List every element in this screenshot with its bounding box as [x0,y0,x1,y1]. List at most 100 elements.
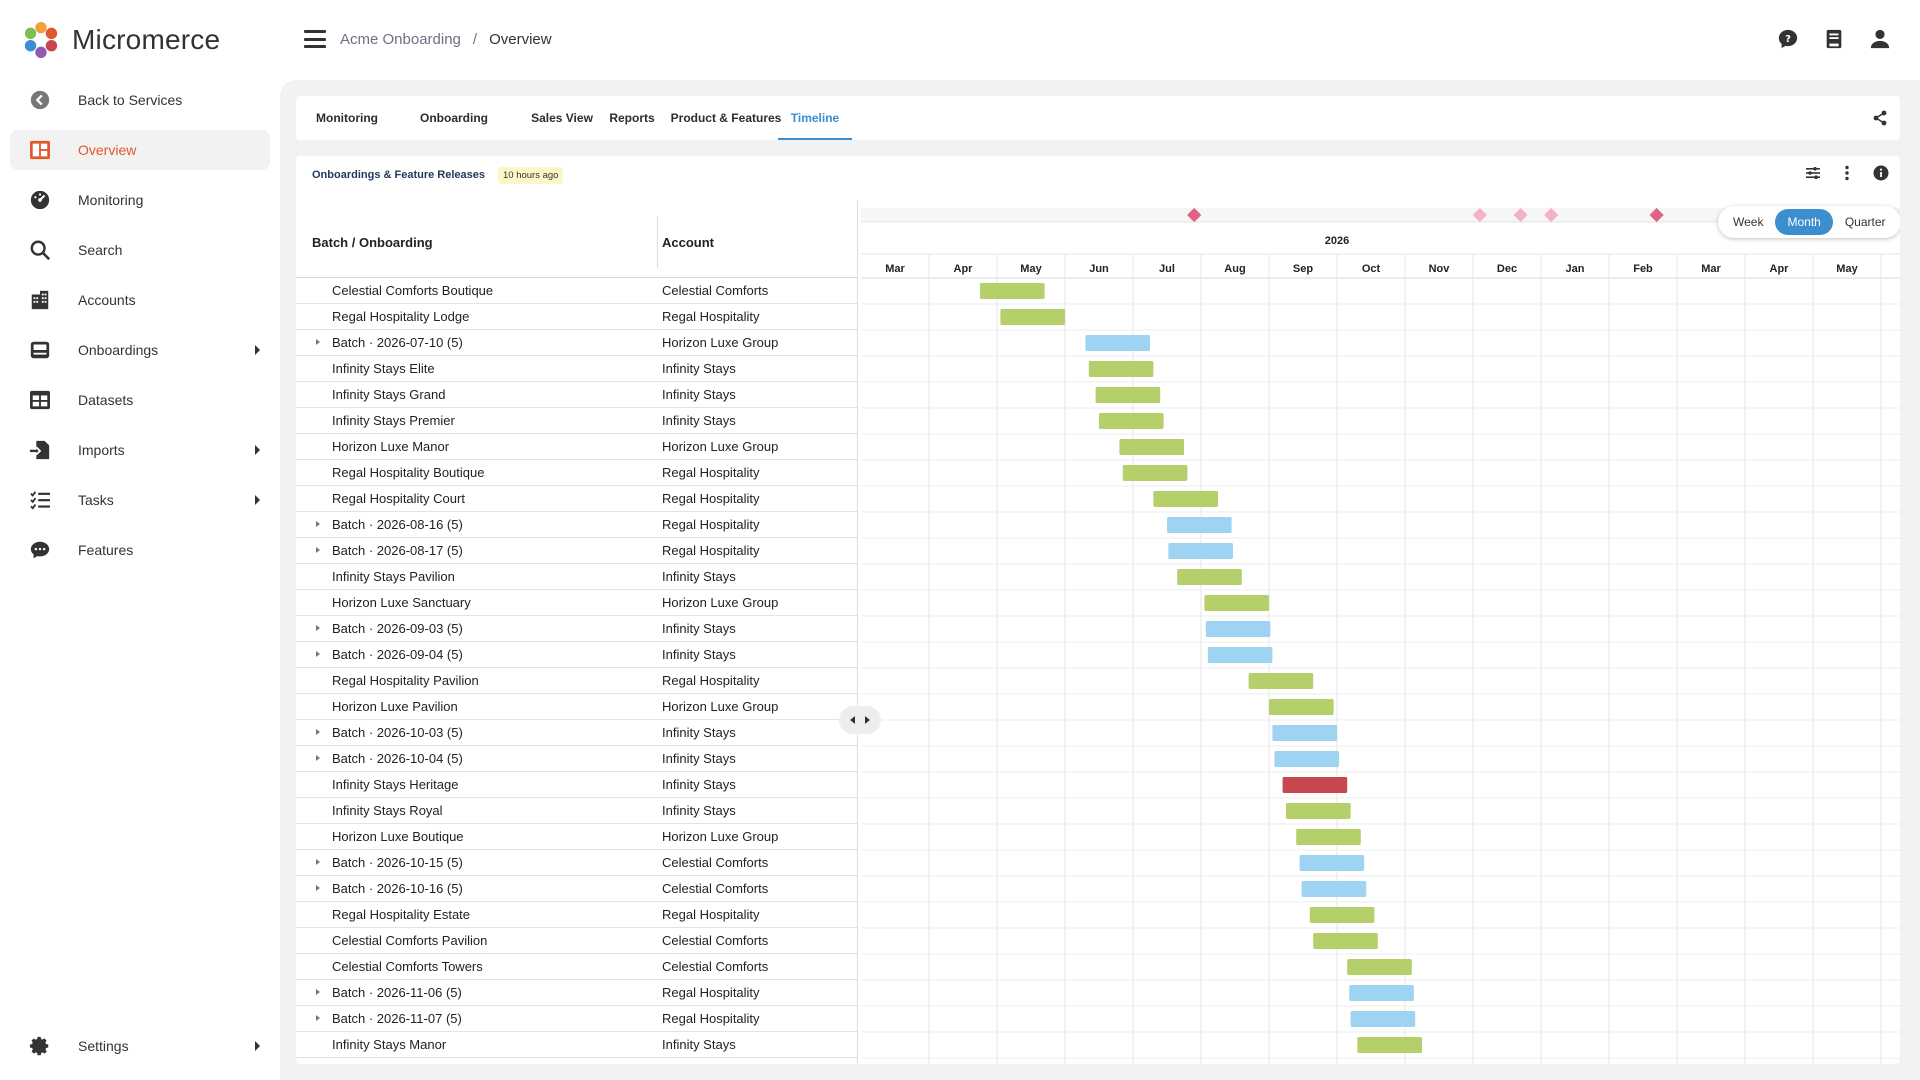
gantt-bar[interactable] [1350,1011,1416,1027]
sidebar-item-search[interactable]: Search [10,230,270,270]
gantt-bar[interactable] [1296,829,1361,845]
zoom-week-button[interactable]: Week [1733,215,1764,229]
gantt-bar[interactable] [1168,543,1233,559]
tab-sales-view[interactable]: Sales View [531,111,593,125]
gantt-bar[interactable] [1272,725,1337,741]
expand-row-icon[interactable] [316,989,320,995]
table-row[interactable]: Batch · 2026-08-16 (5) Regal Hospitality [296,512,858,538]
gantt-bar[interactable] [980,283,1045,299]
expand-row-icon[interactable] [316,625,320,631]
table-row[interactable]: Regal Hospitality Lodge Regal Hospitality [296,304,858,330]
menu-icon[interactable] [304,30,326,48]
table-row[interactable]: Horizon Luxe Manor Horizon Luxe Group [296,434,858,460]
expand-row-icon[interactable] [316,651,320,657]
table-row[interactable]: Batch · 2026-11-06 (5) Regal Hospitality [296,980,858,1006]
expand-right-icon[interactable] [865,716,870,724]
gantt-bar[interactable] [1347,959,1412,975]
expand-row-icon[interactable] [316,885,320,891]
gantt-bar[interactable] [1309,907,1375,923]
sidebar-item-tasks[interactable]: Tasks [10,480,270,520]
expand-row-icon[interactable] [316,729,320,735]
table-row[interactable]: Regal Hospitality Pavilion Regal Hospital… [296,668,858,694]
table-row[interactable]: Horizon Luxe Boutique Horizon Luxe Group [296,824,858,850]
more-vert-icon[interactable] [1838,164,1856,182]
table-row[interactable]: Infinity Stays Royal Infinity Stays [296,798,858,824]
table-row[interactable]: Infinity Stays Elite Infinity Stays [296,356,858,382]
tab-monitoring[interactable]: Monitoring [316,111,378,125]
table-row[interactable]: Batch · 2026-10-03 (5) Infinity Stays [296,720,858,746]
gantt-bar[interactable] [1313,933,1378,949]
gantt-bar[interactable] [1299,855,1365,871]
table-row[interactable]: Regal Hospitality Court Regal Hospitality [296,486,858,512]
table-row[interactable]: Batch · 2026-09-04 (5) Infinity Stays [296,642,858,668]
gantt-bar[interactable] [1274,751,1340,767]
column-divider[interactable] [657,216,658,268]
sidebar-item-imports[interactable]: Imports [10,430,270,470]
expand-row-icon[interactable] [316,859,320,865]
help-chat-icon[interactable]: ? [1776,26,1800,52]
tab-timeline[interactable]: Timeline [778,96,852,140]
expand-row-icon[interactable] [316,755,320,761]
table-row[interactable]: Batch · 2026-10-16 (5) Celestial Comforts [296,876,858,902]
collapse-left-icon[interactable] [850,716,855,724]
tab-reports[interactable]: Reports [609,111,655,125]
gantt-bar[interactable] [1119,439,1184,455]
sidebar-item-features[interactable]: Features [10,530,270,570]
gantt-bar[interactable] [1204,595,1269,611]
gantt-bar[interactable] [1286,803,1351,819]
gantt-bar[interactable] [1207,647,1273,663]
expand-row-icon[interactable] [316,339,320,345]
table-row[interactable]: Batch · 2026-10-15 (5) Celestial Comforts [296,850,858,876]
expand-row-icon[interactable] [316,1015,320,1021]
sidebar-item-accounts[interactable]: Accounts [10,280,270,320]
table-row[interactable]: Batch · 2026-07-10 (5) Horizon Luxe Group [296,330,858,356]
table-row[interactable]: Infinity Stays Grand Infinity Stays [296,382,858,408]
gantt-bar[interactable] [1269,699,1334,715]
filter-icon[interactable] [1804,164,1822,182]
zoom-quarter-button[interactable]: Quarter [1844,215,1886,229]
share-icon[interactable] [1872,110,1888,126]
user-icon[interactable] [1868,26,1892,52]
table-row[interactable]: Batch · 2026-08-17 (5) Regal Hospitality [296,538,858,564]
column-header-batch[interactable]: Batch / Onboarding [296,208,656,278]
table-row[interactable]: Celestial Comforts Towers Celestial Comfo… [296,954,858,980]
gantt-bar[interactable] [1349,985,1414,1001]
gantt-bar[interactable] [1088,361,1154,377]
panel-splitter[interactable] [839,706,881,734]
sidebar-item-overview[interactable]: Overview [10,130,270,170]
table-row[interactable]: Batch · 2026-11-07 (5) Regal Hospitality [296,1006,858,1032]
gantt-bar[interactable] [1122,465,1188,481]
gantt-bar[interactable] [1177,569,1242,585]
gantt-bar[interactable] [1153,491,1218,507]
gantt-bar[interactable] [1301,881,1367,897]
table-row[interactable]: Batch · 2026-10-04 (5) Infinity Stays [296,746,858,772]
sidebar-item-back-to-services[interactable]: Back to Services [10,80,270,120]
expand-row-icon[interactable] [316,547,320,553]
app-logo[interactable]: Micromerce [22,20,220,60]
book-icon[interactable] [1822,26,1846,52]
info-icon[interactable] [1872,164,1890,182]
table-row[interactable]: Celestial Comforts Boutique Celestial Com… [296,278,858,304]
gantt-bar[interactable] [1095,387,1161,403]
gantt-bar[interactable] [1205,621,1271,637]
gantt-bar[interactable] [1000,309,1065,325]
breadcrumb-item[interactable]: Acme Onboarding [340,31,461,48]
table-row[interactable]: Batch · 2026-09-03 (5) Infinity Stays [296,616,858,642]
tab-onboarding-pipeline[interactable]: Onboarding Pipeline [420,111,488,169]
table-row[interactable]: Regal Hospitality Boutique Regal Hospital… [296,460,858,486]
table-row[interactable]: Horizon Luxe Pavilion Horizon Luxe Group [296,694,858,720]
table-row[interactable]: Infinity Stays Heritage Infinity Stays [296,772,858,798]
sidebar-item-datasets[interactable]: Datasets [10,380,270,420]
gantt-bar[interactable] [1085,335,1150,351]
sidebar-item-monitoring[interactable]: Monitoring [10,180,270,220]
tab-product-features[interactable]: Product & Features [670,111,782,125]
gantt-bar[interactable] [1248,673,1314,689]
gantt-bar[interactable] [1282,777,1348,793]
gantt-bar[interactable] [1357,1037,1422,1053]
milestone-marker[interactable] [1513,207,1528,223]
milestone-marker[interactable] [1649,207,1664,223]
sidebar-item-onboardings[interactable]: Onboardings [10,330,270,370]
sidebar-item-settings[interactable]: Settings [10,1026,270,1066]
column-header-account[interactable]: Account [646,208,858,278]
table-row[interactable]: Infinity Stays Pavilion Infinity Stays [296,564,858,590]
